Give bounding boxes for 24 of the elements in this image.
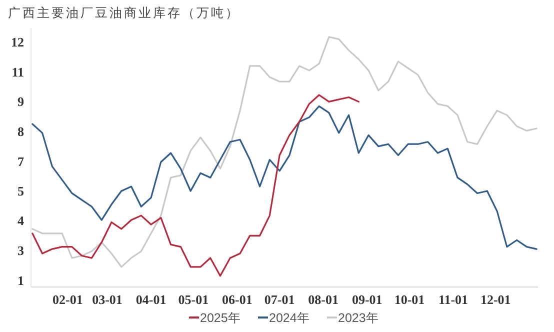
x-tick-label: 09-01 [352, 292, 382, 307]
x-tick-label: 05-01 [178, 292, 209, 307]
x-tick-label: 06-01 [222, 292, 252, 307]
x-tick-label: 02-01 [52, 292, 83, 307]
x-tick-label: 10-01 [394, 292, 425, 307]
x-tick-label: 07-01 [264, 292, 295, 307]
chart-title: 广西主要油厂豆油商业库存（万吨） [8, 5, 240, 20]
y-tick-label: 5 [18, 183, 24, 198]
legend-label: 2023年 [338, 311, 379, 325]
y-tick-label: 1 [18, 272, 24, 288]
x-tick-label: 08-01 [308, 292, 339, 307]
y-tick-label: 3 [18, 243, 24, 258]
y-tick-label: 12 [11, 34, 24, 50]
y-tick-label: 11 [12, 64, 24, 80]
y-tick-label: 4 [18, 213, 24, 228]
y-tick-label: 9 [18, 94, 24, 110]
y-tick-label: 7 [18, 154, 24, 169]
legend-label: 2025年 [200, 311, 241, 325]
x-tick-label: 11-01 [438, 292, 468, 307]
x-tick-label: 03-01 [92, 292, 122, 307]
legend-label: 2024年 [269, 311, 310, 325]
x-tick-label: 04-01 [136, 292, 166, 307]
y-tick-label: 8 [18, 124, 24, 139]
x-tick-label: 12-01 [480, 292, 511, 307]
